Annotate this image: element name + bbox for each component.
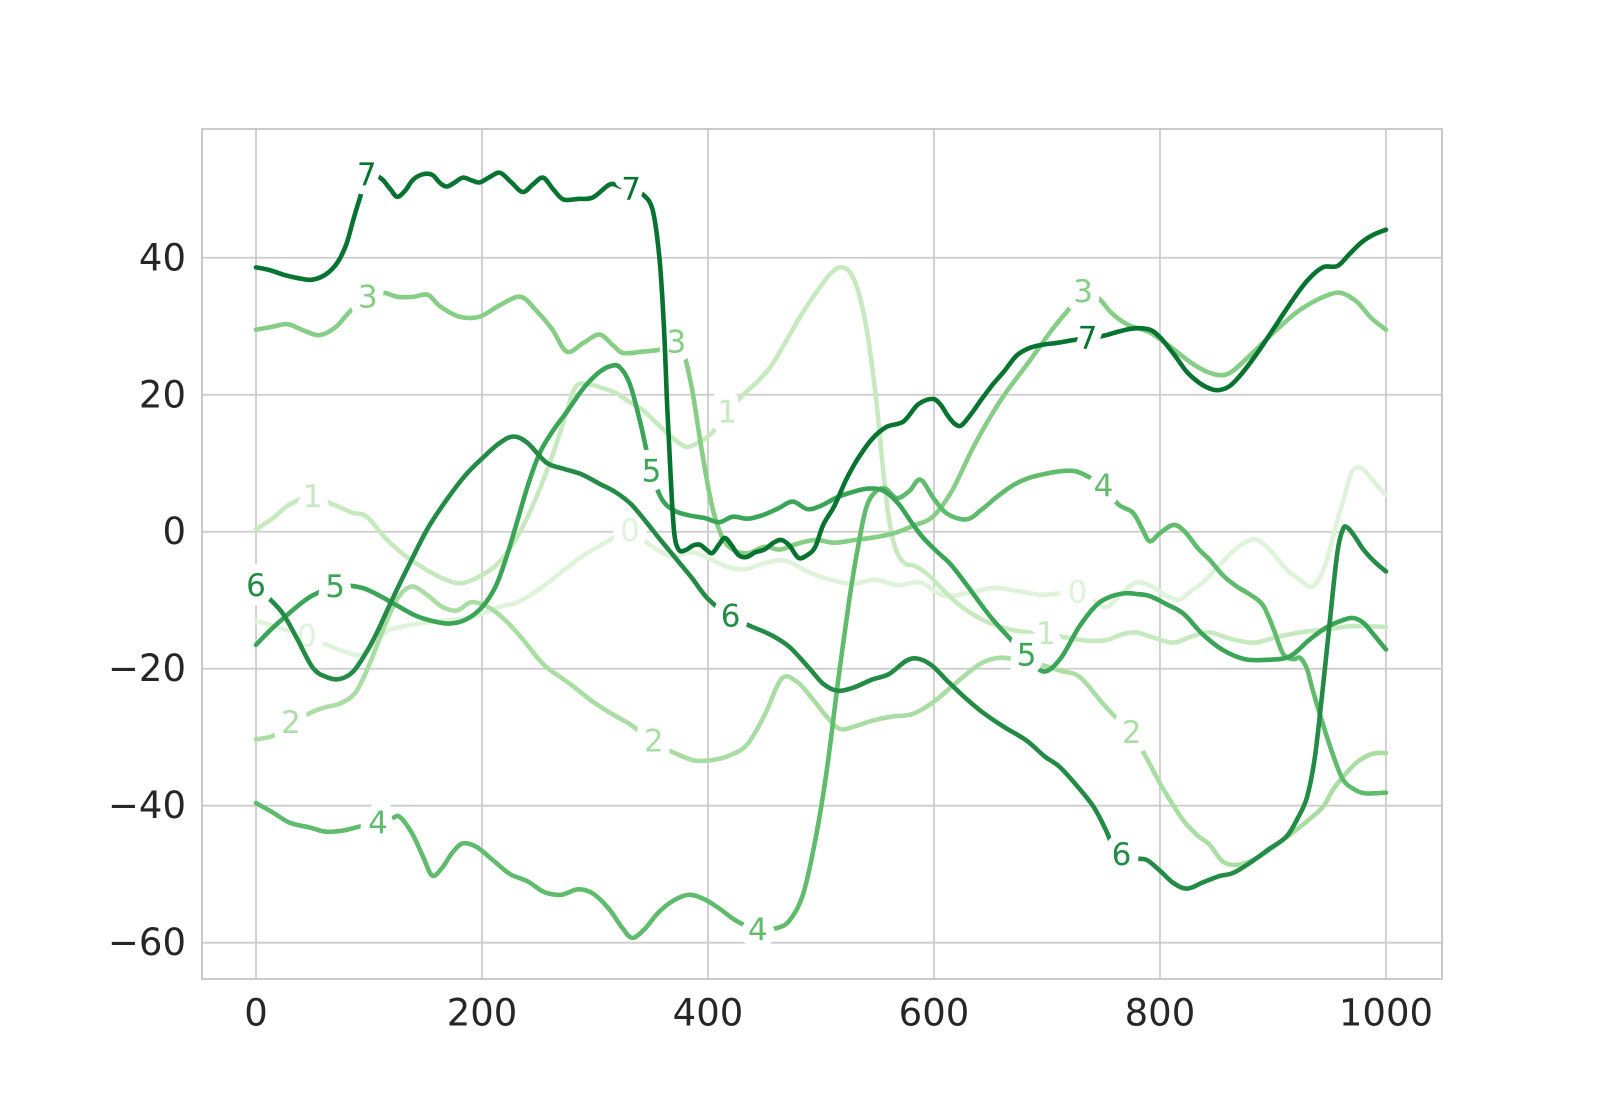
x-tick-label-0: 0 bbox=[244, 992, 268, 1035]
y-tick-label-40: 40 bbox=[139, 236, 186, 279]
series-inline-label-2-2: 2 bbox=[1122, 715, 1142, 751]
y-tick-label-0: 0 bbox=[162, 510, 186, 553]
series-inline-label-5-0: 5 bbox=[325, 569, 345, 605]
y-tick-label--60: −60 bbox=[108, 921, 186, 964]
series-line-1 bbox=[253, 265, 1389, 646]
x-tick-label-200: 200 bbox=[447, 992, 518, 1035]
y-tick-label--20: −20 bbox=[108, 647, 186, 690]
x-tick-label-600: 600 bbox=[899, 992, 970, 1035]
series-inline-label-0-2: 0 bbox=[1068, 575, 1088, 611]
series-line-6 bbox=[253, 434, 1389, 891]
series-inline-label-6-1: 6 bbox=[721, 599, 741, 635]
series-inline-label-4-1: 4 bbox=[748, 912, 768, 948]
series-inline-label-3-2: 3 bbox=[1073, 274, 1093, 310]
series-line-7 bbox=[253, 170, 1389, 561]
x-tick-label-1000: 1000 bbox=[1339, 992, 1433, 1035]
plot-area bbox=[202, 129, 1442, 979]
series-inline-label-1-1: 1 bbox=[717, 395, 737, 431]
series-inline-label-2-0: 2 bbox=[281, 705, 301, 741]
series-inline-label-1-2: 1 bbox=[1036, 616, 1056, 652]
y-tick-label-20: 20 bbox=[139, 373, 186, 416]
x-tick-label-800: 800 bbox=[1125, 992, 1196, 1035]
series-inline-label-4-0: 4 bbox=[368, 806, 388, 842]
series-line-5 bbox=[253, 362, 1389, 674]
series-inline-label-6-0: 6 bbox=[246, 568, 266, 604]
x-tick-label-400: 400 bbox=[673, 992, 744, 1035]
series-inline-label-1-0: 1 bbox=[303, 479, 323, 515]
series-inline-label-7-1: 7 bbox=[621, 171, 641, 207]
series-line-4 bbox=[253, 468, 1389, 941]
series-line-2 bbox=[253, 584, 1389, 868]
series-inline-label-3-1: 3 bbox=[666, 325, 686, 361]
series-inline-label-5-1: 5 bbox=[642, 453, 662, 489]
series-inline-label-2-1: 2 bbox=[644, 723, 664, 759]
axes-spines bbox=[201, 128, 1443, 980]
series-inline-label-4-2: 4 bbox=[1094, 469, 1114, 505]
series-inline-label-7-0: 7 bbox=[357, 157, 377, 193]
y-tick-label--40: −40 bbox=[108, 784, 186, 827]
series-line-0 bbox=[253, 465, 1389, 658]
series-inline-label-0-1: 0 bbox=[620, 513, 640, 549]
series-inline-label-5-2: 5 bbox=[1017, 638, 1037, 674]
series-inline-label-7-2: 7 bbox=[1078, 321, 1098, 357]
series-inline-label-3-0: 3 bbox=[358, 279, 378, 315]
series-inline-label-6-2: 6 bbox=[1112, 837, 1132, 873]
